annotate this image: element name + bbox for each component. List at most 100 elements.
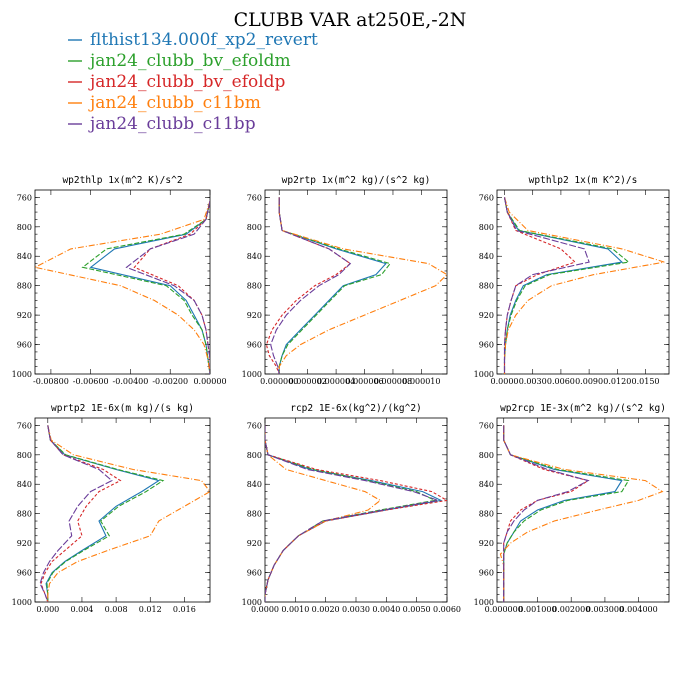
x-tick-label: 0.0000 bbox=[251, 605, 279, 614]
x-tick-label: 0.0030 bbox=[342, 605, 370, 614]
series-line bbox=[35, 200, 210, 374]
series-line bbox=[503, 425, 623, 602]
x-tick-label: 0.0050 bbox=[403, 605, 431, 614]
y-tick-label: 1000 bbox=[12, 370, 32, 379]
x-tick-label: 0.0030 bbox=[519, 377, 547, 386]
series-line bbox=[39, 425, 113, 602]
x-tick-label: 0.000006 bbox=[345, 377, 383, 386]
y-tick-label: 760 bbox=[247, 421, 262, 430]
chart-panel: wprtp2 1E-6x(m kg)/(s kg) 760 800 840 880 920… bbox=[12, 403, 211, 614]
y-tick-label: 800 bbox=[479, 451, 494, 460]
x-tick-label: 0.003000 bbox=[586, 605, 624, 614]
y-tick-label: 840 bbox=[479, 252, 494, 261]
series-line bbox=[125, 200, 210, 374]
y-tick-label: 760 bbox=[17, 421, 32, 430]
y-tick-label: 1000 bbox=[242, 370, 262, 379]
x-tick-label: 0.0150 bbox=[632, 377, 660, 386]
series-line bbox=[503, 197, 665, 374]
series-line bbox=[270, 197, 352, 374]
chart-panel: wp2rcp 1E-3x(m^2 kg)/(s^2 kg) 760 800 840 88… bbox=[474, 403, 670, 614]
x-tick-label: 0.00000 bbox=[193, 377, 226, 386]
series-line bbox=[265, 425, 441, 602]
x-tick-label: 0.0020 bbox=[312, 605, 340, 614]
series-line bbox=[503, 425, 630, 602]
y-tick-label: 800 bbox=[17, 223, 32, 232]
legend-entry: jan24_clubb_bv_efoldp bbox=[88, 72, 286, 92]
series-line bbox=[47, 425, 210, 602]
y-tick-label: 880 bbox=[247, 282, 262, 291]
y-tick-label: 880 bbox=[479, 510, 494, 519]
plot-frame bbox=[496, 417, 670, 603]
plot-frame bbox=[264, 417, 448, 603]
legend-entry: flthist134.000f_xp2_revert bbox=[90, 30, 318, 50]
panels: wp2thlp 1x(m^2 K)/s^2 760 800 840 880 920 960 1… bbox=[12, 175, 670, 614]
x-tick-label: 0.0060 bbox=[433, 605, 461, 614]
x-tick-label: 0.0120 bbox=[603, 377, 631, 386]
y-tick-label: 800 bbox=[247, 451, 262, 460]
x-tick-label: 0.000008 bbox=[374, 377, 412, 386]
x-tick-label: -0.00800 bbox=[33, 377, 69, 386]
x-tick-label: 0.0040 bbox=[372, 605, 400, 614]
y-tick-label: 1000 bbox=[474, 598, 494, 607]
y-tick-label: 800 bbox=[247, 223, 262, 232]
y-tick-label: 840 bbox=[17, 252, 32, 261]
y-tick-label: 840 bbox=[247, 480, 262, 489]
plot-frame bbox=[496, 189, 670, 375]
series-line bbox=[40, 425, 122, 602]
y-tick-label: 920 bbox=[17, 311, 32, 320]
series-line bbox=[278, 197, 387, 374]
x-tick-label: 0.001000 bbox=[518, 605, 556, 614]
series-line bbox=[499, 425, 664, 602]
y-tick-label: 1000 bbox=[242, 598, 262, 607]
x-tick-label: 0.016 bbox=[173, 605, 196, 614]
legend-entry: jan24_clubb_c11bm bbox=[88, 93, 261, 113]
x-tick-label: 0.0000 bbox=[491, 377, 519, 386]
figure-title: CLUBB VAR at250E,-2N bbox=[234, 9, 467, 31]
x-tick-label: 0.012 bbox=[139, 605, 162, 614]
series-line bbox=[503, 197, 590, 374]
x-tick-label: -0.00400 bbox=[113, 377, 149, 386]
x-tick-label: 0.000010 bbox=[402, 377, 440, 386]
y-tick-label: 880 bbox=[247, 510, 262, 519]
y-tick-label: 1000 bbox=[12, 598, 32, 607]
series-line bbox=[278, 197, 392, 374]
series-line bbox=[81, 200, 210, 374]
x-tick-label: 0.0060 bbox=[547, 377, 575, 386]
y-tick-label: 960 bbox=[479, 341, 494, 350]
panel-title: wpthlp2 1x(m K^2)/s bbox=[529, 175, 638, 186]
y-tick-label: 880 bbox=[479, 282, 494, 291]
y-tick-label: 840 bbox=[17, 480, 32, 489]
x-tick-label: 0.000 bbox=[36, 605, 59, 614]
chart-panel: wpthlp2 1x(m K^2)/s 760 800 840 880 920 960 100… bbox=[474, 175, 670, 386]
x-tick-label: -0.00600 bbox=[73, 377, 109, 386]
y-tick-label: 960 bbox=[479, 569, 494, 578]
legend-entry: jan24_clubb_bv_efoldm bbox=[88, 51, 291, 71]
y-tick-label: 920 bbox=[479, 539, 494, 548]
y-tick-label: 1000 bbox=[474, 370, 494, 379]
y-tick-label: 760 bbox=[479, 193, 494, 202]
y-tick-label: 760 bbox=[479, 421, 494, 430]
plot-frame bbox=[34, 417, 211, 603]
y-tick-label: 880 bbox=[17, 282, 32, 291]
series-line bbox=[503, 425, 590, 602]
plot-frame bbox=[264, 189, 448, 375]
x-tick-label: 0.000002 bbox=[289, 377, 327, 386]
y-tick-label: 760 bbox=[247, 193, 262, 202]
panel-title: wprtp2 1E-6x(m kg)/(s kg) bbox=[51, 403, 194, 414]
series-line bbox=[265, 425, 437, 602]
y-tick-label: 960 bbox=[17, 341, 32, 350]
y-tick-label: 920 bbox=[247, 539, 262, 548]
y-tick-label: 800 bbox=[479, 223, 494, 232]
y-tick-label: 800 bbox=[17, 451, 32, 460]
y-tick-label: 760 bbox=[17, 193, 32, 202]
series-line bbox=[278, 197, 447, 374]
series-line bbox=[265, 197, 352, 374]
x-tick-label: 0.000000 bbox=[260, 377, 298, 386]
panel-title: wp2thlp 1x(m^2 K)/s^2 bbox=[62, 175, 182, 186]
x-tick-label: 0.000004 bbox=[317, 377, 355, 386]
x-tick-label: 0.004000 bbox=[620, 605, 658, 614]
legend: flthist134.000f_xp2_revertjan24_clubb_bv… bbox=[68, 30, 318, 134]
plot-frame bbox=[34, 189, 211, 375]
y-tick-label: 920 bbox=[247, 311, 262, 320]
